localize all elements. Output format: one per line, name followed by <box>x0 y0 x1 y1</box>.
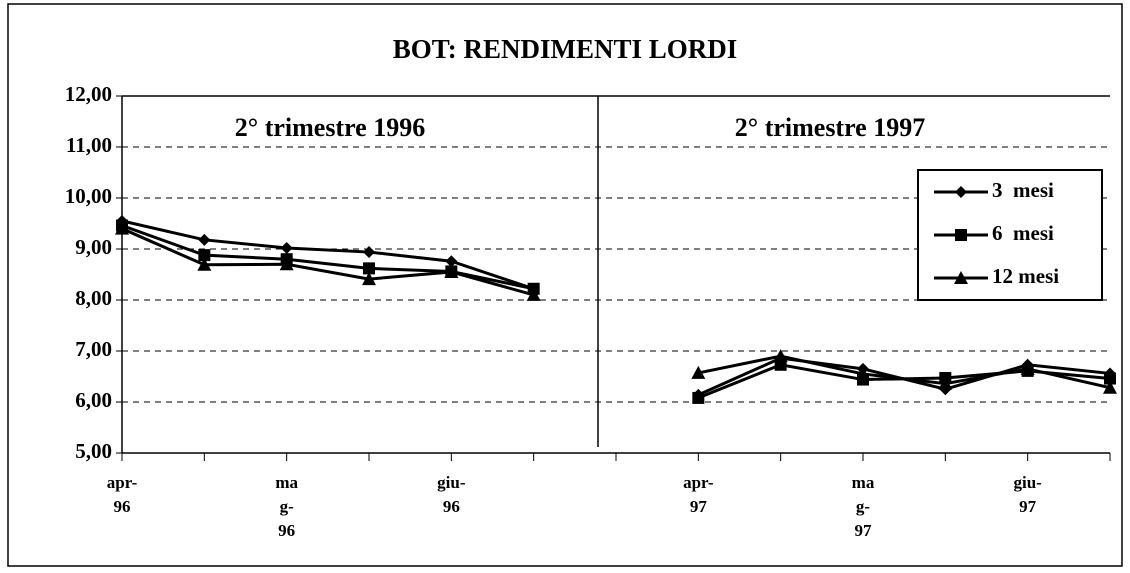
marker <box>692 391 705 404</box>
marker <box>1020 361 1035 375</box>
marker <box>280 241 293 254</box>
x-tick-label: apr- 96 <box>106 473 138 516</box>
marker <box>938 376 953 390</box>
marker <box>856 366 870 380</box>
marker <box>197 257 212 271</box>
series-line <box>121 227 1111 390</box>
panel-label: 2° trimestre 1997 <box>735 113 925 142</box>
marker <box>1104 372 1116 385</box>
marker <box>363 262 375 275</box>
marker <box>362 272 376 286</box>
legend-label: 6 mesi <box>992 221 1054 245</box>
marker <box>526 287 541 301</box>
marker <box>444 264 459 278</box>
x-tick-label: apr- 97 <box>683 473 714 516</box>
marker <box>198 249 211 262</box>
y-tick-label: 5,00 <box>75 439 112 463</box>
y-tick-label: 8,00 <box>75 286 112 310</box>
frame <box>7 3 1123 567</box>
x-tick-label: giu- 96 <box>437 473 466 516</box>
marker <box>279 257 294 271</box>
legend-label: 12 mesi <box>992 264 1059 288</box>
y-tick-label: 9,00 <box>75 235 112 259</box>
marker <box>363 246 375 259</box>
marker <box>955 229 967 241</box>
x-tick-label: ma g- 96 <box>275 473 298 540</box>
marker <box>955 186 967 198</box>
x-tick-label: giu- 97 <box>1013 473 1042 516</box>
legend-label: 3 mesi <box>992 178 1054 202</box>
marker <box>691 365 706 379</box>
y-tick-label: 12,00 <box>65 82 112 106</box>
marker <box>198 233 211 246</box>
y-tick-label: 6,00 <box>75 388 112 412</box>
y-tick-label: 7,00 <box>75 337 112 361</box>
marker <box>115 221 129 235</box>
chart-title: BOT: RENDIMENTI LORDI <box>393 34 738 64</box>
marker <box>1103 380 1117 394</box>
marker <box>954 271 968 284</box>
marker <box>445 255 458 268</box>
panel-label: 2° trimestre 1996 <box>235 113 425 142</box>
x-tick-label: ma g- 97 <box>851 473 875 540</box>
y-tick-label: 11,00 <box>66 133 112 157</box>
y-tick-label: 10,00 <box>65 184 112 208</box>
marker <box>773 349 788 363</box>
